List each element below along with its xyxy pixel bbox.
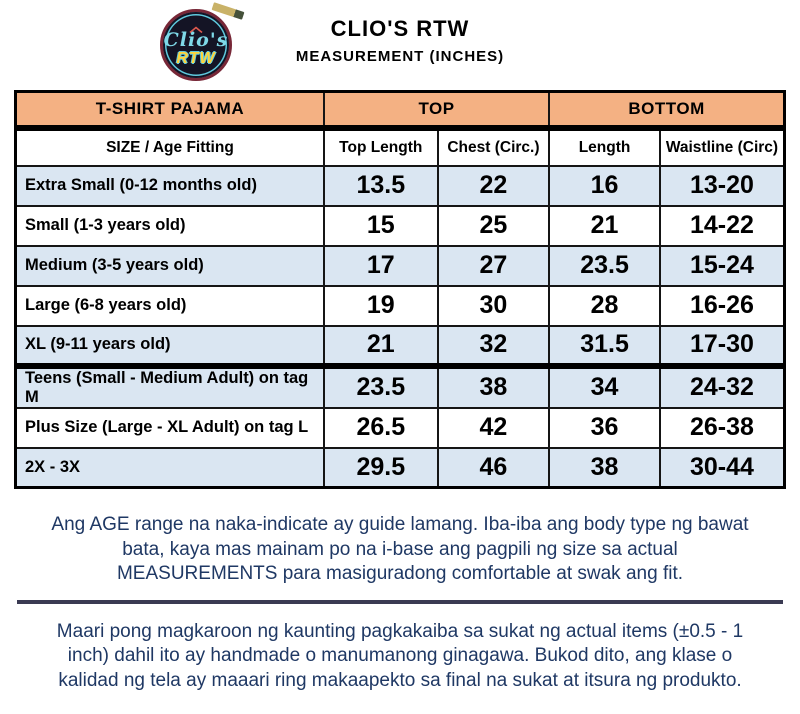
waistline-value: 30-44 — [658, 446, 786, 489]
chest-value: 30 — [436, 284, 551, 327]
bottom-length-value: 36 — [548, 406, 661, 449]
bottom-length-value: 16 — [548, 164, 661, 207]
bottom-length-value: 31.5 — [548, 324, 661, 367]
table-row-plus-size: Plus Size (Large - XL Adult) on tag L 26… — [14, 406, 786, 449]
logo-sub-text: RTW — [176, 50, 216, 67]
logo-script-text: Clio's — [163, 29, 229, 51]
waistline-value: 17-30 — [658, 324, 786, 367]
table-column-header-row: SIZE / Age Fitting Top Length Chest (Cir… — [14, 126, 786, 167]
handmade-disclaimer-note: Maari pong magkaroon ng kaunting pagkaka… — [0, 620, 800, 694]
size-label: Extra Small (0-12 months old) — [14, 164, 325, 207]
waistline-value: 26-38 — [658, 406, 786, 449]
note-line: Ang AGE range na naka-indicate ay guide … — [51, 514, 749, 535]
note-line: MEASUREMENTS para masiguradong comfortab… — [116, 563, 683, 584]
table-row-large: Large (6-8 years old) 19 30 28 16-26 — [14, 284, 786, 327]
waistline-value: 14-22 — [658, 204, 786, 247]
chest-value: 27 — [436, 244, 551, 287]
logo-circle: Clio's RTW — [160, 9, 232, 81]
column-header-waistline: Waistline (Circ) — [658, 126, 786, 167]
measurement-table: T-SHIRT PAJAMA TOP BOTTOM SIZE / Age Fit… — [14, 90, 786, 489]
top-length-value: 17 — [322, 244, 439, 287]
size-label: Teens (Small - Medium Adult) on tag M — [14, 362, 325, 409]
bottom-length-value: 28 — [548, 284, 661, 327]
table-row-extra-small: Extra Small (0-12 months old) 13.5 22 16… — [14, 164, 786, 207]
size-label: XL (9-11 years old) — [14, 324, 325, 367]
bottom-length-value: 23.5 — [548, 244, 661, 287]
size-label: Large (6-8 years old) — [14, 284, 325, 327]
waistline-value: 24-32 — [658, 362, 786, 409]
page-header: Clio's RTW CLIO'S RTW MEASUREMENT (INCHE… — [0, 0, 800, 88]
top-length-value: 19 — [322, 284, 439, 327]
size-label: 2X - 3X — [14, 446, 325, 489]
table-row-small: Small (1-3 years old) 15 25 21 14-22 — [14, 204, 786, 247]
group-header-product: T-SHIRT PAJAMA — [14, 90, 325, 131]
waistline-value: 16-26 — [658, 284, 786, 327]
size-label: Small (1-3 years old) — [14, 204, 325, 247]
divider-double-rule — [17, 599, 783, 604]
column-header-chest: Chest (Circ.) — [436, 126, 551, 167]
column-header-size: SIZE / Age Fitting — [14, 126, 325, 167]
chest-value: 22 — [436, 164, 551, 207]
page-subtitle: MEASUREMENT (INCHES) — [295, 48, 505, 65]
top-length-value: 29.5 — [322, 446, 439, 489]
note-line: inch) dahil ito ay handmade o manumanong… — [67, 645, 733, 666]
note-line: kalidad ng tela ay maaari ring makaapekt… — [58, 669, 742, 691]
size-label: Medium (3-5 years old) — [14, 244, 325, 287]
bottom-length-value: 21 — [548, 204, 661, 247]
top-length-value: 21 — [322, 324, 439, 367]
size-label: Plus Size (Large - XL Adult) on tag L — [14, 406, 325, 449]
column-header-top-length: Top Length — [322, 126, 439, 167]
age-guide-note: Ang AGE range na naka-indicate ay guide … — [0, 513, 800, 587]
chest-value: 46 — [436, 446, 551, 489]
note-line: Maari pong magkaroon ng kaunting pagkaka… — [56, 620, 744, 642]
chest-value: 32 — [436, 324, 551, 367]
group-header-top: TOP — [322, 90, 551, 131]
top-length-value: 23.5 — [322, 362, 439, 409]
group-header-bottom: BOTTOM — [548, 90, 786, 131]
table-row-xl: XL (9-11 years old) 21 32 31.5 17-30 — [14, 324, 786, 367]
table-row-teens: Teens (Small - Medium Adult) on tag M 23… — [14, 362, 786, 409]
brand-logo: Clio's RTW — [160, 2, 245, 83]
top-length-value: 13.5 — [322, 164, 439, 207]
top-length-value: 15 — [322, 204, 439, 247]
table-row-2x-3x: 2X - 3X 29.5 46 38 30-44 — [14, 446, 786, 489]
chest-value: 42 — [436, 406, 551, 449]
title-block: CLIO'S RTW MEASUREMENT (INCHES) — [0, 16, 800, 65]
table-row-medium: Medium (3-5 years old) 17 27 23.5 15-24 — [14, 244, 786, 287]
top-length-value: 26.5 — [322, 406, 439, 449]
hanger-icon — [189, 20, 203, 38]
table-group-header-row: T-SHIRT PAJAMA TOP BOTTOM — [14, 90, 786, 131]
waistline-value: 15-24 — [658, 244, 786, 287]
waistline-value: 13-20 — [658, 164, 786, 207]
chest-value: 25 — [436, 204, 551, 247]
page-title: CLIO'S RTW — [330, 16, 470, 41]
note-line: bata, kaya mas mainam po na i-base ang p… — [122, 538, 678, 560]
column-header-length: Length — [548, 126, 661, 167]
bottom-length-value: 38 — [548, 446, 661, 489]
bottom-length-value: 34 — [548, 362, 661, 409]
chest-value: 38 — [436, 362, 551, 409]
